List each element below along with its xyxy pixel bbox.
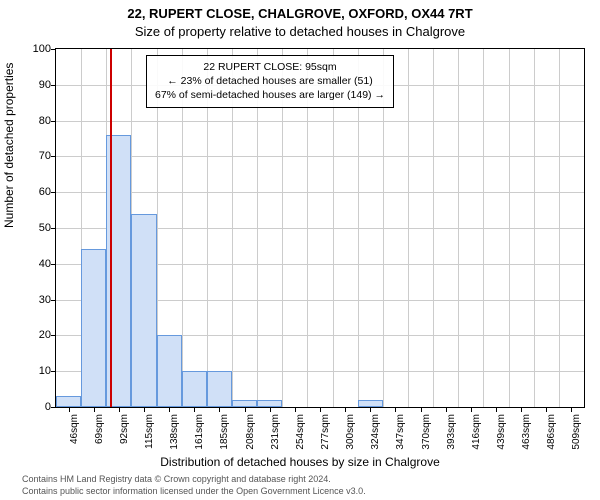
x-tick-label: 509sqm — [571, 414, 582, 464]
x-tick-label: 439sqm — [496, 414, 507, 464]
x-tick-label: 46sqm — [69, 414, 80, 464]
y-tick-label: 10 — [11, 365, 51, 377]
gridline-v — [483, 49, 484, 407]
x-tick-label: 92sqm — [119, 414, 130, 464]
y-tick-label: 30 — [11, 294, 51, 306]
legend-box: 22 RUPERT CLOSE: 95sqm← 23% of detached … — [146, 55, 394, 108]
y-tick-label: 40 — [11, 258, 51, 270]
x-tick-label: 463sqm — [521, 414, 532, 464]
gridline-v — [433, 49, 434, 407]
histogram-bar — [232, 400, 257, 407]
x-tick-mark — [270, 407, 271, 412]
histogram-bar — [131, 214, 156, 407]
histogram-bar — [56, 396, 81, 407]
y-tick-label: 50 — [11, 222, 51, 234]
histogram-bar — [358, 400, 383, 407]
y-tick-label: 0 — [11, 401, 51, 413]
x-tick-mark — [94, 407, 95, 412]
gridline-h — [56, 192, 584, 193]
title-line-2: Size of property relative to detached ho… — [0, 24, 600, 39]
x-tick-label: 254sqm — [295, 414, 306, 464]
x-tick-label: 115sqm — [144, 414, 155, 464]
histogram-bar — [182, 371, 207, 407]
x-tick-mark — [546, 407, 547, 412]
y-tick-mark — [51, 264, 56, 265]
y-tick-label: 70 — [11, 150, 51, 162]
y-tick-mark — [51, 228, 56, 229]
plot-area: 22 RUPERT CLOSE: 95sqm← 23% of detached … — [55, 48, 585, 408]
x-tick-label: 138sqm — [169, 414, 180, 464]
legend-line-2: ← 23% of detached houses are smaller (51… — [155, 74, 385, 88]
title-line-1: 22, RUPERT CLOSE, CHALGROVE, OXFORD, OX4… — [0, 6, 600, 21]
y-tick-label: 100 — [11, 43, 51, 55]
chart-container: 22, RUPERT CLOSE, CHALGROVE, OXFORD, OX4… — [0, 0, 600, 500]
x-tick-mark — [245, 407, 246, 412]
histogram-bar — [257, 400, 282, 407]
legend-line-1: 22 RUPERT CLOSE: 95sqm — [155, 60, 385, 74]
gridline-h — [56, 121, 584, 122]
x-tick-label: 416sqm — [471, 414, 482, 464]
x-tick-mark — [446, 407, 447, 412]
gridline-v — [408, 49, 409, 407]
x-tick-label: 347sqm — [395, 414, 406, 464]
histogram-bar — [81, 249, 106, 407]
x-tick-mark — [320, 407, 321, 412]
histogram-bar — [207, 371, 232, 407]
x-tick-mark — [194, 407, 195, 412]
x-tick-label: 393sqm — [446, 414, 457, 464]
x-tick-mark — [370, 407, 371, 412]
y-tick-mark — [51, 335, 56, 336]
x-tick-mark — [571, 407, 572, 412]
y-tick-mark — [51, 121, 56, 122]
y-tick-mark — [51, 85, 56, 86]
x-tick-label: 208sqm — [245, 414, 256, 464]
x-tick-mark — [421, 407, 422, 412]
x-tick-mark — [345, 407, 346, 412]
footer-line-1: Contains HM Land Registry data © Crown c… — [0, 474, 600, 485]
gridline-v — [509, 49, 510, 407]
x-tick-mark — [521, 407, 522, 412]
x-tick-mark — [471, 407, 472, 412]
x-tick-label: 185sqm — [219, 414, 230, 464]
x-tick-mark — [219, 407, 220, 412]
footer-line-2: Contains public sector information licen… — [0, 486, 600, 497]
gridline-v — [458, 49, 459, 407]
y-tick-mark — [51, 371, 56, 372]
y-tick-label: 80 — [11, 115, 51, 127]
x-tick-mark — [169, 407, 170, 412]
x-tick-label: 161sqm — [194, 414, 205, 464]
x-tick-label: 69sqm — [94, 414, 105, 464]
legend-line-3: 67% of semi-detached houses are larger (… — [155, 88, 385, 102]
y-tick-mark — [51, 49, 56, 50]
x-tick-mark — [119, 407, 120, 412]
y-tick-label: 90 — [11, 79, 51, 91]
x-tick-label: 277sqm — [320, 414, 331, 464]
x-tick-mark — [69, 407, 70, 412]
gridline-v — [559, 49, 560, 407]
x-tick-label: 300sqm — [345, 414, 356, 464]
gridline-h — [56, 156, 584, 157]
y-tick-label: 20 — [11, 329, 51, 341]
x-tick-label: 231sqm — [270, 414, 281, 464]
y-tick-mark — [51, 300, 56, 301]
y-tick-label: 60 — [11, 186, 51, 198]
y-tick-mark — [51, 192, 56, 193]
x-tick-mark — [144, 407, 145, 412]
x-tick-label: 370sqm — [421, 414, 432, 464]
x-tick-label: 324sqm — [370, 414, 381, 464]
x-tick-mark — [395, 407, 396, 412]
x-tick-mark — [496, 407, 497, 412]
x-tick-label: 486sqm — [546, 414, 557, 464]
histogram-bar — [157, 335, 182, 407]
y-tick-mark — [51, 156, 56, 157]
y-tick-mark — [51, 407, 56, 408]
property-marker-line — [110, 49, 112, 407]
gridline-v — [534, 49, 535, 407]
x-tick-mark — [295, 407, 296, 412]
